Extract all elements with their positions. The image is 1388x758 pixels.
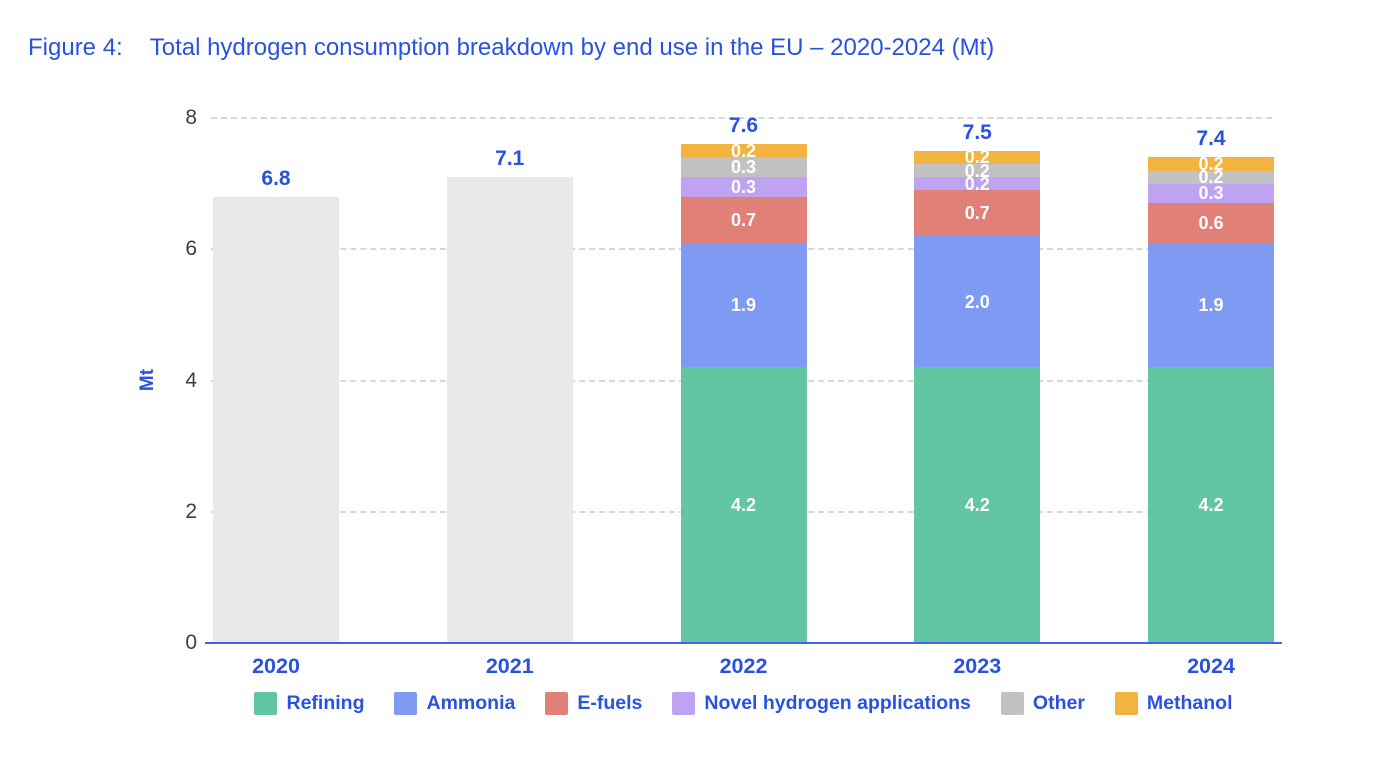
segment-value-label: 2.0 [964,291,990,312]
y-tick-label-2: 2 [185,499,197,523]
x-tick-label-2022: 2022 [719,654,768,678]
bar-2021: 7.1 2021 [446,118,573,678]
total-label-2023: 7.5 [962,120,992,144]
segment-value-label: 4.2 [964,495,990,516]
plot-area: 6.8 2020 7.1 2021 4.2 1.9 0.7 0.3 0.3 0.2 7.6 2022 4… [205,114,1282,678]
segment-refining-2024: 4.2 [1148,367,1274,643]
x-axis-line [205,641,1282,644]
legend-swatch-methanol-icon [1114,692,1138,715]
legend-label-methanol: Methanol [1146,692,1233,714]
segment-ammonia-2023: 2.0 [914,236,1041,368]
legend-swatch-e-fuels-icon [545,692,569,715]
segment-value-label: 0.2 [1198,167,1224,188]
y-axis-ticks: 0 2 4 6 8 [150,106,197,654]
legend-item-ammonia: Ammonia [394,692,515,715]
bar-stack-2024: 4.2 1.9 0.6 0.3 0.2 0.2 [1148,153,1274,643]
total-label-2020: 6.8 [261,166,291,190]
segment-methanol-2022: 0.2 [680,140,807,161]
segment-e-fuels-2024: 0.6 [1148,203,1274,243]
segment-value-label: 0.3 [730,157,757,178]
gridline-8 [211,117,1272,119]
segment-value-label: 4.2 [730,495,757,516]
legend-label-refining: Refining [286,692,365,714]
segment-e-fuels-2022: 0.7 [680,196,807,243]
y-tick-label-8: 8 [185,106,197,129]
y-tick-label-0: 0 [185,631,197,654]
segment-value-label: 0.2 [730,140,757,161]
legend-item-other: Other [1000,692,1085,715]
bars-row: 6.8 2020 7.1 2021 4.2 1.9 0.7 0.3 0.3 0.2 7.6 2022 4… [205,114,1282,678]
total-label-2024: 7.4 [1196,127,1226,151]
segment-methanol-2023: 0.2 [914,147,1041,168]
bar-2024: 4.2 1.9 0.6 0.3 0.2 0.2 7.4 2024 [1148,118,1274,678]
legend-item-refining: Refining [254,692,364,715]
segment-ammonia-2022: 1.9 [680,242,807,368]
total-label-2022: 7.6 [728,114,759,138]
segment-other-2022: 0.3 [680,157,807,178]
segment-value-label: 0.2 [964,160,990,181]
legend-label-other: Other [1032,692,1085,714]
legend-swatch-refining-icon [254,692,278,715]
segment-value-label: 0.3 [730,176,757,197]
segment-refining-2023: 4.2 [914,367,1041,643]
segment-value-label: 0.2 [1198,153,1224,174]
bar-2022: 4.2 1.9 0.7 0.3 0.3 0.2 7.6 2022 [680,114,807,678]
legend-label-ammonia: Ammonia [426,692,516,714]
segment-value-label: 0.2 [964,173,990,194]
bar-2023: 4.2 2.0 0.7 0.2 0.2 0.2 7.5 2023 [914,118,1041,678]
segment-value-label: 1.9 [1198,295,1224,316]
segment-novel-hydrogen-applications-2023: 0.2 [914,173,1041,194]
x-tick-label-2024: 2024 [1187,654,1235,678]
y-tick-label-4: 4 [185,368,197,392]
bar-stack-2021 [446,177,573,643]
legend-item-methanol: Methanol [1114,692,1233,715]
legend-swatch-other-icon [1000,692,1024,715]
legend: Refining Ammonia E-fuels Novel hydrogen app… [205,692,1282,715]
bar-stack-2020 [213,196,339,643]
y-tick-label-6: 6 [185,237,197,261]
segment-total-2020 [213,196,339,643]
x-tick-label-2021: 2021 [485,654,534,678]
segment-value-label: 0.3 [1198,183,1224,204]
figure-number: Figure 4: [28,34,123,61]
legend-item-e-fuels: E-fuels [545,692,642,715]
bar-stack-2022: 4.2 1.9 0.7 0.3 0.3 0.2 [680,140,807,643]
segment-total-2021 [446,177,573,643]
segment-e-fuels-2023: 0.7 [914,190,1041,237]
bar-2020: 6.8 2020 [213,118,339,678]
figure-title-text: Total hydrogen consumption breakdown by … [149,34,995,61]
segment-value-label: 0.7 [964,203,990,224]
legend-label-e-fuels: E-fuels [577,692,643,714]
segment-ammonia-2024: 1.9 [1148,242,1274,368]
legend-swatch-ammonia-icon [394,692,418,715]
segment-methanol-2024: 0.2 [1148,153,1274,174]
segment-novel-hydrogen-applications-2024: 0.3 [1148,183,1274,204]
segment-other-2024: 0.2 [1148,167,1274,188]
legend-swatch-novel-hydrogen-applications-icon [672,692,696,715]
segment-value-label: 0.2 [964,147,990,168]
segment-novel-hydrogen-applications-2022: 0.3 [680,176,807,197]
legend-item-novel-hydrogen-applications: Novel hydrogen applications [672,692,971,715]
segment-value-label: 0.7 [730,209,757,230]
total-label-2021: 7.1 [495,146,525,170]
segment-value-label: 4.2 [1198,495,1224,516]
segment-value-label: 0.6 [1198,213,1224,233]
segment-refining-2022: 4.2 [680,367,807,643]
bar-stack-2023: 4.2 2.0 0.7 0.2 0.2 0.2 [914,147,1041,643]
x-tick-label-2023: 2023 [953,654,1002,678]
segment-other-2023: 0.2 [914,160,1041,181]
x-tick-label-2020: 2020 [252,654,300,678]
figure-title: Figure 4: Total hydrogen consumption brea… [28,34,994,62]
segment-value-label: 1.9 [730,295,757,316]
legend-label-novel-hydrogen-applications: Novel hydrogen applications [704,692,971,714]
